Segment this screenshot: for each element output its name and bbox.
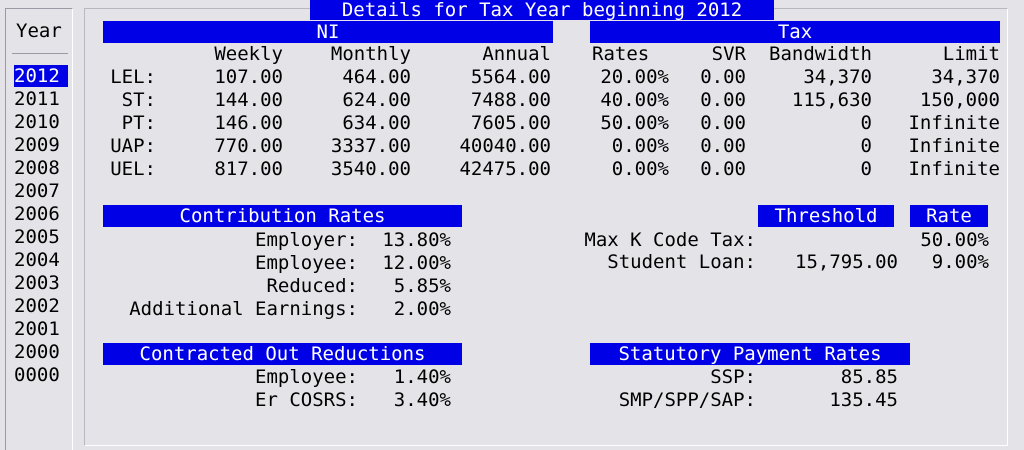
year-list-panel (5, 8, 73, 450)
student-loan-label: Student Loan: (607, 251, 756, 273)
contribution-label: Reduced: (266, 275, 358, 297)
ni-weekly-value: 770.00 (214, 135, 283, 157)
ni-weekly-value: 146.00 (214, 112, 283, 134)
statutory-value: 135.45 (829, 389, 898, 411)
ni-annual-value: 40040.00 (459, 135, 551, 157)
ni-annual-value: 7488.00 (470, 89, 551, 111)
contracted-out-label: Employee: (255, 366, 358, 388)
tax-rate-value: 0.00% (611, 135, 669, 157)
ni-header: NI (103, 21, 553, 43)
tax-bandwidth-value: 0 (860, 112, 872, 134)
year-item-2008[interactable]: 2008 (14, 157, 60, 179)
ni-row-label: PT: (121, 112, 156, 134)
max-k-code-tax-label: Max K Code Tax: (584, 229, 756, 251)
year-item-2012[interactable]: 2012 (14, 65, 68, 87)
year-item-2011[interactable]: 2011 (14, 88, 60, 110)
ni-row-label: LEL: (110, 66, 156, 88)
year-item-2000[interactable]: 2000 (14, 341, 60, 363)
statutory-label: SSP: (710, 366, 756, 388)
contracted-out-label: Er COSRS: (255, 389, 358, 411)
tax-svr-value: 0.00 (700, 135, 746, 157)
year-item-0000[interactable]: 0000 (14, 364, 60, 386)
tax-col-bandwidth: Bandwidth (769, 43, 872, 65)
year-item-2001[interactable]: 2001 (14, 318, 60, 340)
contribution-rates-header: Contribution Rates (103, 205, 462, 227)
ni-weekly-value: 817.00 (214, 158, 283, 180)
tax-svr-value: 0.00 (700, 89, 746, 111)
ni-annual-value: 7605.00 (470, 112, 551, 134)
student-loan-threshold: 15,795.00 (795, 251, 898, 273)
details-title: Details for Tax Year beginning 2012 (310, 0, 774, 20)
ni-row-label: UAP: (110, 135, 156, 157)
max-k-code-tax-rate: 50.00% (920, 229, 989, 251)
year-list-title: Year (16, 20, 62, 42)
tax-col-rates: Rates (592, 43, 650, 65)
year-item-2003[interactable]: 2003 (14, 272, 60, 294)
ni-weekly-value: 107.00 (214, 66, 283, 88)
tax-limit-value: 34,370 (931, 66, 1000, 88)
year-item-2010[interactable]: 2010 (14, 111, 60, 133)
year-item-2007[interactable]: 2007 (14, 180, 60, 202)
contracted-out-value: 1.40% (393, 366, 451, 388)
ni-monthly-value: 624.00 (342, 89, 411, 111)
tax-rate-value: 40.00% (600, 89, 669, 111)
contribution-value: 13.80% (382, 229, 451, 251)
contribution-label: Employer: (255, 229, 358, 251)
tax-bandwidth-value: 34,370 (803, 66, 872, 88)
ni-monthly-value: 3540.00 (330, 158, 411, 180)
ni-monthly-value: 3337.00 (330, 135, 411, 157)
tax-limit-value: Infinite (908, 112, 1000, 134)
year-item-2009[interactable]: 2009 (14, 134, 60, 156)
tax-col-svr: SVR (711, 43, 746, 65)
tax-limit-value: 150,000 (919, 89, 1000, 111)
contracted-out-value: 3.40% (393, 389, 451, 411)
tax-bandwidth-value: 0 (860, 135, 872, 157)
year-item-2002[interactable]: 2002 (14, 295, 60, 317)
ni-col-weekly: Weekly (214, 43, 283, 65)
tax-header: Tax (590, 21, 1000, 43)
contribution-value: 12.00% (382, 252, 451, 274)
student-loan-rate: 9.00% (931, 251, 989, 273)
ni-col-annual: Annual (482, 43, 551, 65)
contribution-value: 2.00% (393, 298, 451, 320)
year-item-2005[interactable]: 2005 (14, 226, 60, 248)
tax-limit-value: Infinite (908, 135, 1000, 157)
ni-annual-value: 42475.00 (459, 158, 551, 180)
tax-svr-value: 0.00 (700, 158, 746, 180)
year-item-2006[interactable]: 2006 (14, 203, 60, 225)
ni-row-label: ST: (121, 89, 156, 111)
ni-weekly-value: 144.00 (214, 89, 283, 111)
tax-bandwidth-value: 115,630 (791, 89, 872, 111)
statutory-value: 85.85 (840, 366, 898, 388)
ni-row-label: UEL: (110, 158, 156, 180)
tax-rate-value: 0.00% (611, 158, 669, 180)
contribution-label: Employee: (255, 252, 358, 274)
ni-monthly-value: 464.00 (342, 66, 411, 88)
contracted-out-header: Contracted Out Reductions (103, 343, 462, 365)
year-list-divider (12, 53, 68, 54)
rate-header: Rate (910, 205, 988, 227)
statutory-rates-header: Statutory Payment Rates (590, 343, 910, 365)
tax-rate-value: 20.00% (600, 66, 669, 88)
threshold-header: Threshold (758, 205, 894, 227)
statutory-label: SMP/SPP/SAP: (618, 389, 756, 411)
ni-monthly-value: 634.00 (342, 112, 411, 134)
tax-col-limit: Limit (942, 43, 1000, 65)
ni-col-monthly: Monthly (330, 43, 411, 65)
tax-limit-value: Infinite (908, 158, 1000, 180)
year-item-2004[interactable]: 2004 (14, 249, 60, 271)
ni-annual-value: 5564.00 (470, 66, 551, 88)
tax-svr-value: 0.00 (700, 66, 746, 88)
tax-rate-value: 50.00% (600, 112, 669, 134)
tax-svr-value: 0.00 (700, 112, 746, 134)
contribution-label: Additional Earnings: (129, 298, 358, 320)
contribution-value: 5.85% (393, 275, 451, 297)
tax-bandwidth-value: 0 (860, 158, 872, 180)
